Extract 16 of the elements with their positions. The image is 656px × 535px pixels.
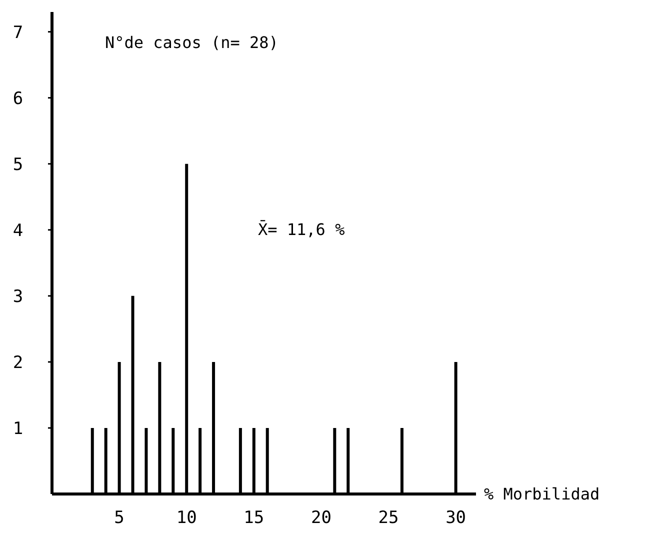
x-tick-label: 10 bbox=[176, 508, 197, 528]
y-tick-label: 7 bbox=[12, 22, 24, 43]
x-axis-title: % Morbilidad bbox=[484, 484, 600, 504]
y-tick-label: 2 bbox=[12, 352, 24, 373]
y-tick-label: 4 bbox=[12, 220, 24, 241]
y-tick-label: 1 bbox=[12, 418, 24, 439]
y-tick-label: 3 bbox=[12, 286, 24, 307]
x-tick-label: 15 bbox=[244, 508, 264, 528]
x-tick-label: 20 bbox=[310, 508, 332, 528]
x-tick-label: 5 bbox=[114, 508, 124, 528]
y-axis-title: N°de casos (n= 28) bbox=[105, 33, 278, 52]
annotation: X̄= 11,6 % bbox=[258, 220, 346, 239]
x-tick-label: 25 bbox=[378, 508, 399, 528]
y-tick-label: 6 bbox=[12, 88, 24, 109]
y-tick-label: 5 bbox=[12, 154, 24, 175]
x-tick-label: 30 bbox=[446, 508, 466, 528]
